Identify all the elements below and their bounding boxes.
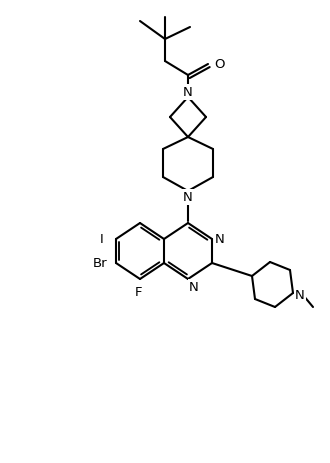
Text: N: N — [215, 233, 225, 246]
Text: N: N — [295, 289, 305, 302]
Text: F: F — [134, 286, 142, 299]
Text: N: N — [189, 281, 199, 294]
Text: N: N — [183, 86, 193, 99]
Text: I: I — [100, 233, 104, 246]
Text: O: O — [214, 58, 224, 71]
Text: N: N — [183, 191, 193, 204]
Text: Br: Br — [93, 257, 107, 270]
